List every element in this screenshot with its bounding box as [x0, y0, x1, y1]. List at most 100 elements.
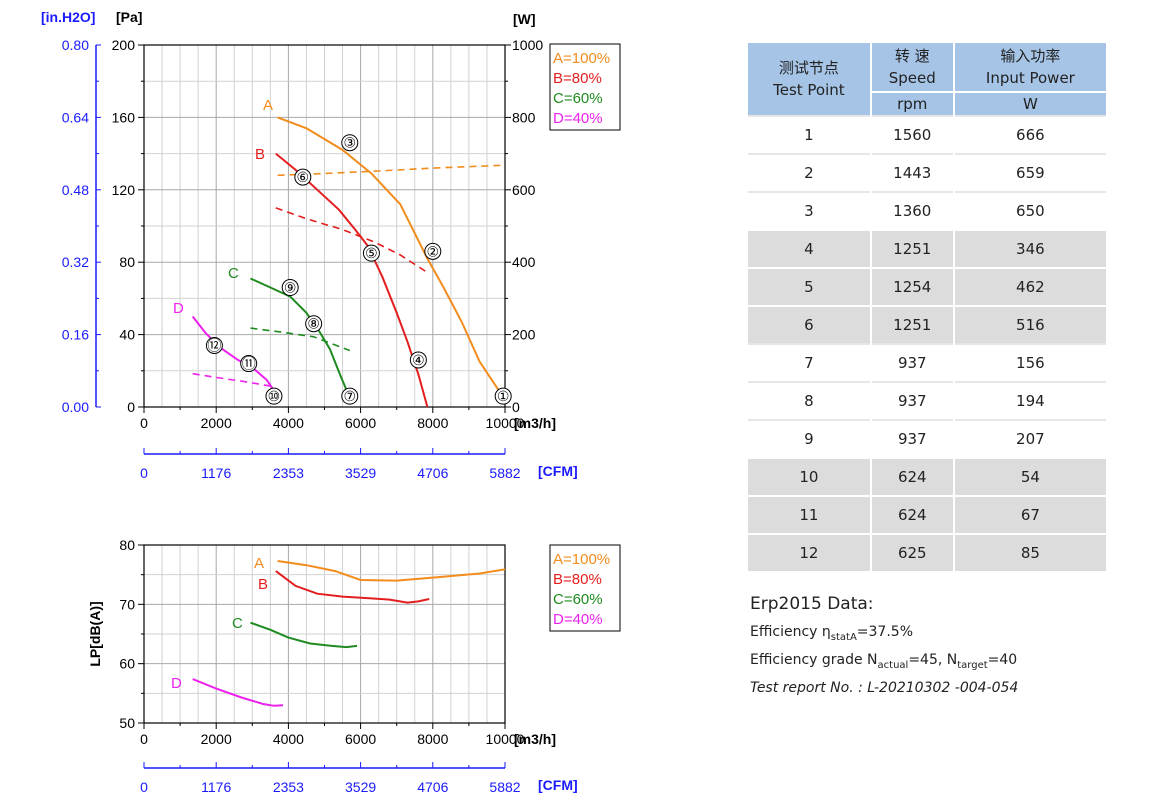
curve-label-b: B: [255, 146, 265, 163]
test-point-marker: [341, 134, 359, 152]
erp-grade-actual-value: =45, N: [908, 651, 958, 668]
test-point-marker-label: ⑫: [207, 337, 221, 353]
legend-entry: A=100%: [553, 50, 610, 67]
header-speed: 转 速 Speed: [870, 43, 955, 92]
erp-grade-target-value: =40: [987, 651, 1018, 668]
test-point-marker: [409, 351, 427, 369]
y-left-tick-label: 80: [119, 254, 135, 270]
header-power-unit: W: [953, 91, 1106, 116]
legend-entry: D=40%: [553, 611, 603, 628]
curve-label-a: A: [254, 555, 264, 572]
header-power-cn: 输入功率: [1000, 47, 1061, 65]
table-cell-point: 4: [748, 229, 872, 268]
table-cell-point: 6: [748, 305, 872, 344]
y-far-tick-label: 0.32: [62, 254, 89, 270]
table-cell-speed: 1251: [870, 305, 955, 344]
erp-efficiency-value: =37.5%: [856, 624, 914, 640]
table-cell-speed: 624: [870, 495, 955, 534]
curve-label-b: B: [258, 576, 268, 593]
erp-efficiency-sub: statA: [830, 631, 857, 643]
y-far-tick-label: 0.16: [62, 327, 89, 343]
erp-title: Erp2015 Data:: [750, 594, 874, 614]
test-point-marker: [424, 242, 442, 260]
legend-box: [549, 43, 621, 131]
x-tick-label: 8000: [417, 731, 448, 747]
cfm-tick-label: 1176: [201, 779, 231, 795]
power-curve-c: [250, 327, 351, 352]
legend-entry: B=80%: [553, 571, 602, 588]
x-tick-label: 2000: [201, 415, 232, 431]
table-cell-power: 516: [953, 305, 1106, 344]
pressure-curve-a: [277, 116, 503, 395]
table-cell-power: 650: [953, 191, 1106, 230]
table-cell-power: 659: [953, 153, 1106, 192]
cfm-tick-label: 2353: [273, 465, 304, 481]
y-right-unit: [W]: [513, 11, 536, 27]
test-point-marker-label: ⑨: [284, 280, 297, 296]
y-far-tick-label: 0.48: [62, 182, 89, 198]
table-row: 5 1254 462: [748, 267, 1106, 306]
test-point-marker-label: ⑩: [268, 388, 281, 404]
legend-entry: A=100%: [553, 551, 610, 568]
x-tick-label: 0: [140, 415, 148, 431]
header-test-point-cn: 测试节点: [778, 59, 839, 77]
table-cell-power: 462: [953, 267, 1106, 306]
y-left-unit: [Pa]: [116, 9, 142, 25]
cfm-tick-label: 0: [140, 779, 148, 795]
table-cell-point: 3: [748, 191, 872, 230]
y-tick-label: 80: [119, 537, 135, 553]
table-cell-power: 194: [953, 381, 1106, 420]
table-row: 4 1251 346: [748, 229, 1106, 268]
table-body: 1 1560 666 2 1443 659 3 1360 650 4 1251 346 5 1254 462…: [748, 115, 1106, 571]
table-cell-point: 11: [748, 495, 872, 534]
x-tick-label: 10000: [486, 415, 525, 431]
test-point-marker-label: ②: [427, 243, 440, 259]
y-tick-label: 50: [119, 715, 135, 731]
table-cell-point: 9: [748, 419, 872, 458]
table-cell-point: 2: [748, 153, 872, 192]
header-speed-en: Speed: [888, 69, 936, 87]
table-cell-power: 67: [953, 495, 1106, 534]
table-cell-power: 207: [953, 419, 1106, 458]
cfm-tick-label: 5882: [489, 465, 520, 481]
noise-curve-d: [192, 678, 284, 707]
test-point-marker: [240, 355, 258, 373]
y-tick-label: 60: [119, 656, 135, 672]
header-power-en: Input Power: [985, 69, 1075, 87]
test-point-marker-label: ⑥: [297, 169, 310, 185]
test-point-marker: [281, 279, 299, 297]
y-left-tick-label: 40: [119, 327, 135, 343]
y-far-tick-label: 0.80: [62, 37, 89, 53]
erp-grade: Efficiency grade Nactual=45, Ntarget=40: [750, 652, 1018, 671]
test-point-marker-label: ⑦: [343, 388, 356, 404]
table-cell-speed: 937: [870, 419, 955, 458]
x-tick-label: 2000: [201, 731, 232, 747]
table-cell-point: 10: [748, 457, 872, 496]
header-speed-cn: 转 速: [894, 47, 930, 65]
table-cell-speed: 1254: [870, 267, 955, 306]
y-right-tick-label: 600: [512, 182, 536, 198]
y-far-tick-label: 0.64: [62, 109, 89, 125]
x-tick-label: 0: [140, 731, 148, 747]
test-point-marker-label: ⑤: [365, 245, 378, 261]
table-header-row: 测试节点 Test Point 转 速 Speed 输入功率 Input Pow…: [748, 43, 1106, 116]
cfm-tick-label: 3529: [345, 465, 376, 481]
curve-label-a: A: [263, 97, 273, 114]
cfm-tick-label: 2353: [273, 779, 304, 795]
table-row: 8 937 194: [748, 381, 1106, 420]
table-row: 3 1360 650: [748, 191, 1106, 230]
table-row: 12 625 85: [748, 533, 1106, 571]
table-cell-point: 12: [748, 533, 872, 571]
x-tick-label: 6000: [345, 731, 376, 747]
x-tick-label: 4000: [273, 415, 304, 431]
table-row: 11 624 67: [748, 495, 1106, 534]
x-tick-label: 4000: [273, 731, 304, 747]
pressure-curve-d: [191, 315, 281, 403]
test-point-marker: [494, 387, 512, 405]
legend-entry: B=80%: [553, 70, 602, 87]
table-cell-point: 8: [748, 381, 872, 420]
test-point-marker: [305, 315, 323, 333]
y-left-tick-label: 120: [112, 182, 136, 198]
header-test-point: 测试节点 Test Point: [748, 43, 872, 116]
curve-label-c: C: [228, 265, 239, 282]
